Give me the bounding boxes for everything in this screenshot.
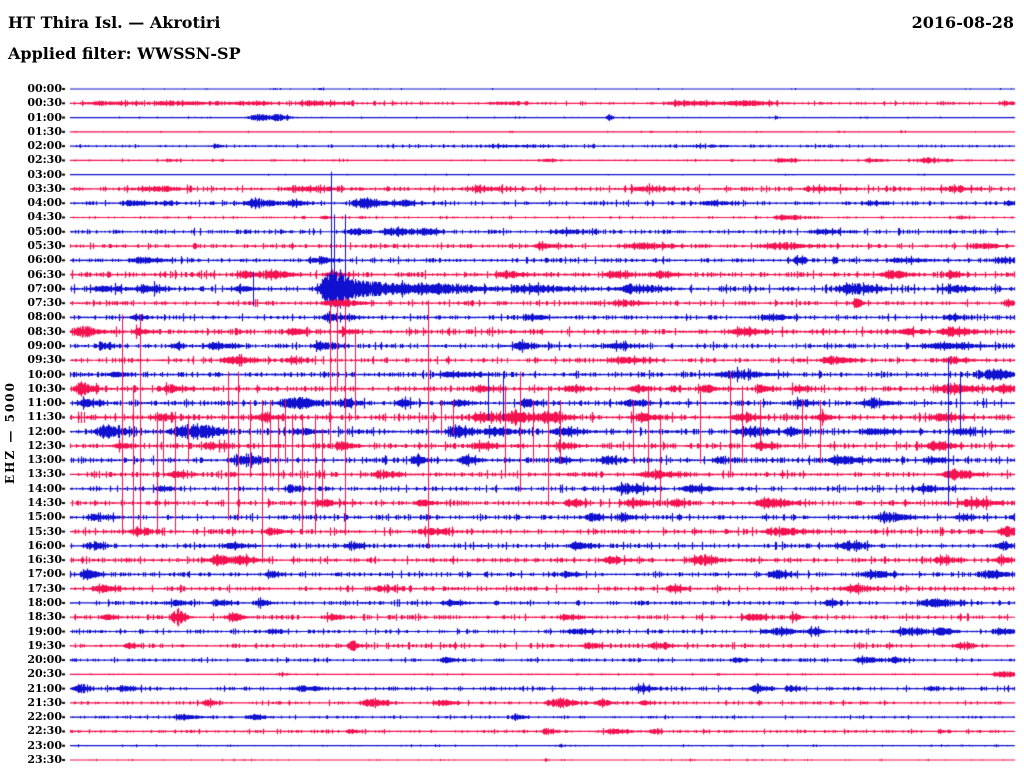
time-label: 07:30 <box>27 296 62 310</box>
record-date: 2016-08-28 <box>911 13 1014 32</box>
time-label: 04:30 <box>27 210 62 224</box>
time-label: 11:30 <box>27 410 62 424</box>
time-label: 06:00 <box>27 253 62 267</box>
time-label: 09:30 <box>27 353 62 367</box>
time-label: 12:30 <box>27 438 62 452</box>
time-label: 09:00 <box>27 338 62 352</box>
time-label: 01:30 <box>27 124 62 138</box>
time-label: 00:00 <box>27 82 62 95</box>
time-label: 02:30 <box>27 153 62 167</box>
time-label: 11:00 <box>27 396 62 410</box>
time-label: 17:00 <box>27 567 62 581</box>
time-label: 12:00 <box>27 424 62 438</box>
time-label: 03:30 <box>27 181 62 195</box>
time-label: 14:00 <box>27 481 62 495</box>
time-label: 16:00 <box>27 538 62 552</box>
time-label: 14:30 <box>27 496 62 510</box>
time-label: 19:30 <box>27 638 62 652</box>
time-label: 17:30 <box>27 581 62 595</box>
time-label: 00:30 <box>27 96 62 110</box>
time-label: 13:30 <box>27 467 62 481</box>
time-label: 18:30 <box>27 610 62 624</box>
time-label: 18:00 <box>27 595 62 609</box>
time-label: 19:00 <box>27 624 62 638</box>
time-label: 16:30 <box>27 553 62 567</box>
time-label: 05:30 <box>27 239 62 253</box>
time-label: 22:00 <box>27 710 62 724</box>
time-label: 15:30 <box>27 524 62 538</box>
time-label: 20:30 <box>27 667 62 681</box>
time-label: 04:00 <box>27 196 62 210</box>
time-label: 23:00 <box>27 738 62 752</box>
time-label: 10:30 <box>27 381 62 395</box>
time-label: 05:00 <box>27 224 62 238</box>
applied-filter-label: Applied filter: WWSSN-SP <box>8 44 241 63</box>
time-label: 21:30 <box>27 695 62 709</box>
time-label: 08:00 <box>27 310 62 324</box>
station-title: HT Thira Isl. — Akrotiri <box>8 13 221 32</box>
time-label: 22:30 <box>27 724 62 738</box>
time-label: 10:00 <box>27 367 62 381</box>
time-label: 01:00 <box>27 110 62 124</box>
time-label: 06:30 <box>27 267 62 281</box>
time-label: 02:00 <box>27 139 62 153</box>
time-label: 13:00 <box>27 453 62 467</box>
time-label: 15:00 <box>27 510 62 524</box>
time-label: 20:00 <box>27 653 62 667</box>
time-label: 21:00 <box>27 681 62 695</box>
time-label: 07:00 <box>27 281 62 295</box>
time-label: 23:30 <box>27 753 62 766</box>
time-label: 03:00 <box>27 167 62 181</box>
time-label: 08:30 <box>27 324 62 338</box>
